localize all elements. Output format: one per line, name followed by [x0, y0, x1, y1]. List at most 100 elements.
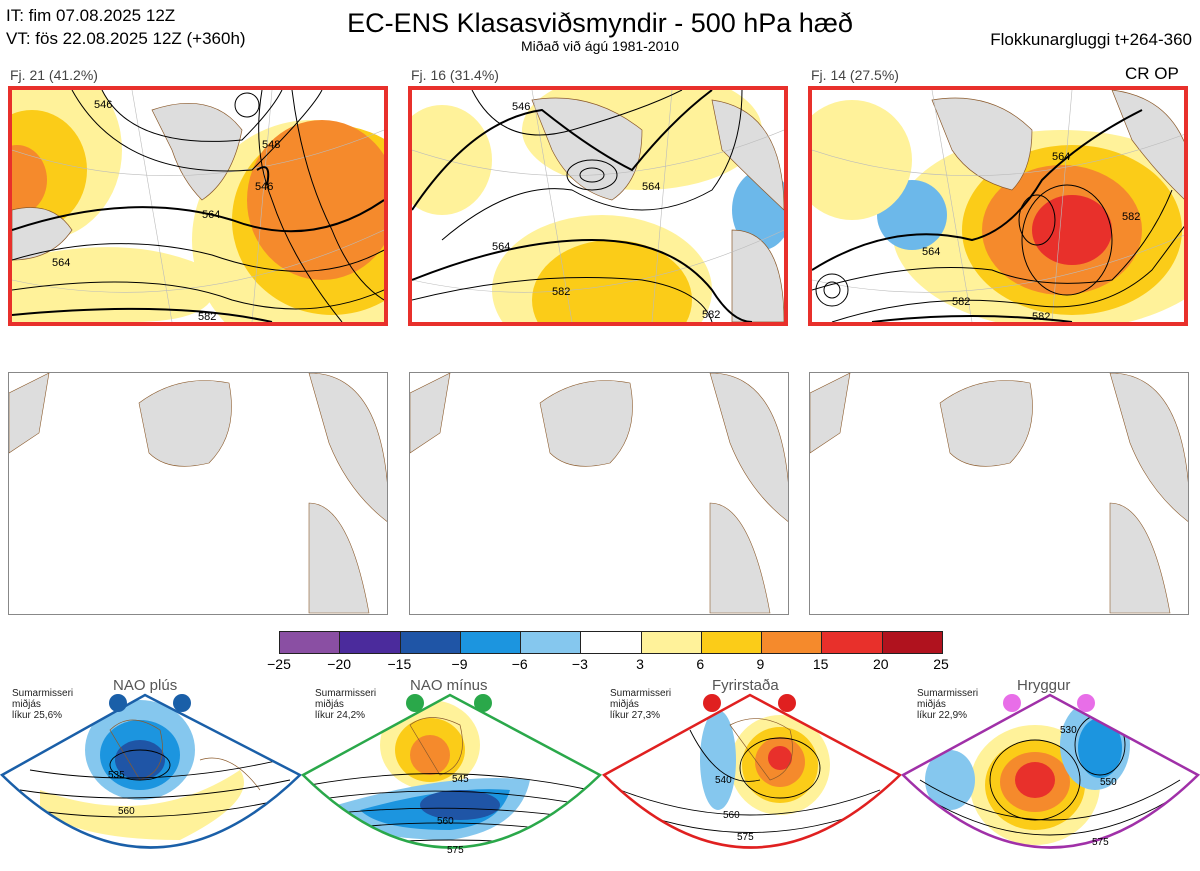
regime-dot [406, 694, 424, 712]
regime-frame [601, 693, 903, 849]
regime-dot [173, 694, 191, 712]
regime-season: Sumarmisseri [12, 688, 74, 699]
contour-label: 546 [512, 101, 530, 113]
regime-name-4: Hryggur [1017, 677, 1071, 694]
colorbar-tick-label: −15 [387, 656, 412, 672]
colorbar-segment [280, 632, 340, 653]
regime-name-2: NAO mínus [410, 677, 488, 694]
page-subtitle: Miðað við ágú 1981-2010 [520, 38, 679, 54]
contour-label: 530 [1060, 725, 1077, 736]
height-contours [12, 90, 384, 322]
contour-label: 564 [492, 241, 510, 253]
cluster-map-3-svg: 564 564 582 582 582 [812, 90, 1184, 322]
empty-map-1-svg [9, 373, 387, 614]
valid-time: VT: fös 22.08.2025 12Z (+360h) [6, 29, 246, 48]
regime-dot [778, 694, 796, 712]
contour-label: 564 [642, 181, 660, 193]
cluster-map-1-svg: 546 546 564 564 582 548 [12, 90, 384, 322]
colorbar-tick-label: −9 [451, 656, 468, 672]
grid-lines [12, 90, 384, 322]
regime-name-3: Fyrirstaða [712, 677, 779, 694]
contour-label: 582 [952, 296, 970, 308]
contour-label: 582 [702, 309, 720, 321]
cluster-map-1: 546 546 564 564 582 548 [8, 86, 388, 326]
regime-season: Sumarmisseri [610, 688, 672, 699]
contour-labels: 546 564 564 582 582 [492, 101, 720, 321]
regime-info-4: Sumarmisseri miðjás líkur 22,9% [917, 688, 978, 721]
colorbar-tick-label: 15 [812, 656, 829, 672]
contour-label: 582 [552, 286, 570, 298]
initial-time: IT: fim 07.08.2025 12Z [6, 6, 176, 25]
regime-info-1: Sumarmisseri miðjás líkur 25,6% [12, 688, 73, 721]
colorbar-segment [700, 632, 762, 653]
page-title: EC-ENS Klasasviðsmyndir - 500 hPa hæð [347, 8, 853, 38]
regime-map-fyrirstada [619, 710, 881, 833]
regime-dot [703, 694, 721, 712]
colorbar-tick-label: −25 [267, 656, 291, 672]
colorbar-segment [821, 632, 882, 653]
empty-map-1 [8, 372, 388, 615]
colorbar-tick-label: −3 [571, 656, 588, 672]
colorbar-segment [399, 632, 460, 653]
contour-label: 564 [202, 209, 220, 221]
regime-subtitle: miðjás [610, 699, 639, 710]
colorbar [279, 631, 943, 654]
contour-label: 564 [52, 257, 70, 269]
regime-prob: líkur 25,6% [12, 710, 63, 721]
colorbar-tick-label: 6 [696, 656, 705, 672]
colorbar-tick-label: 20 [873, 656, 889, 672]
regime-season: Sumarmisseri [917, 688, 979, 699]
regime-fans: 535 560 545 560 575 [0, 693, 1200, 856]
regime-name-1: NAO plús [113, 677, 178, 694]
regime-dot [109, 694, 127, 712]
anomaly-fields [812, 100, 1184, 322]
regime-prob: líkur 24,2% [315, 710, 366, 721]
contour-label: 535 [108, 770, 125, 781]
colorbar-segment [459, 632, 521, 653]
contour-label: 560 [437, 816, 454, 827]
regime-map-nao-minus [309, 700, 591, 846]
classification-window: Flokkunargluggi t+264-360 [990, 30, 1192, 49]
regime-info-3: Sumarmisseri miðjás líkur 27,3% [610, 688, 671, 721]
regime-dot [1077, 694, 1095, 712]
panel-label-2: Fj. 16 (31.4%) [411, 67, 499, 83]
contour-label: 582 [1032, 311, 1050, 322]
colorbar-tick-label: −20 [327, 656, 352, 672]
colorbar-segment [881, 632, 942, 653]
regime-prob: líkur 27,3% [610, 710, 661, 721]
colorbar-segment [580, 632, 641, 653]
regime-season: Sumarmisseri [315, 688, 377, 699]
colorbar-tick-label: −6 [511, 656, 528, 672]
regime-frame [0, 693, 303, 849]
colorbar-tick-label: 25 [933, 656, 949, 672]
regime-map-nao-plus [19, 700, 291, 840]
contour-label: 575 [447, 845, 464, 856]
contour-label: 550 [1100, 777, 1117, 788]
empty-map-2 [409, 372, 789, 615]
empty-map-3 [809, 372, 1189, 615]
colorbar-segment [520, 632, 581, 653]
land [410, 373, 788, 614]
empty-map-2-svg [410, 373, 788, 614]
cluster-map-2: 546 564 564 582 582 [408, 86, 788, 326]
height-contours [412, 90, 753, 322]
regime-subtitle: miðjás [315, 699, 344, 710]
height-contours [812, 109, 1184, 322]
cr-op-label: CR OP [1125, 64, 1179, 83]
contour-label: 560 [723, 810, 740, 821]
land [12, 103, 243, 261]
contour-label: 582 [198, 311, 216, 322]
contour-labels: 564 564 582 582 582 [922, 151, 1140, 322]
panel-label-1: Fj. 21 (41.2%) [10, 67, 98, 83]
colorbar-tick-label: 3 [636, 656, 644, 672]
contour-label: 560 [118, 806, 135, 817]
regime-frame [900, 693, 1200, 849]
contour-label: 564 [1052, 151, 1070, 163]
contour-label: 548 [262, 139, 280, 151]
contour-label: 540 [715, 775, 732, 786]
regime-subtitle: miðjás [917, 699, 946, 710]
colorbar-segment [640, 632, 701, 653]
regime-dot [1003, 694, 1021, 712]
regime-dot [474, 694, 492, 712]
regime-prob: líkur 22,9% [917, 710, 968, 721]
